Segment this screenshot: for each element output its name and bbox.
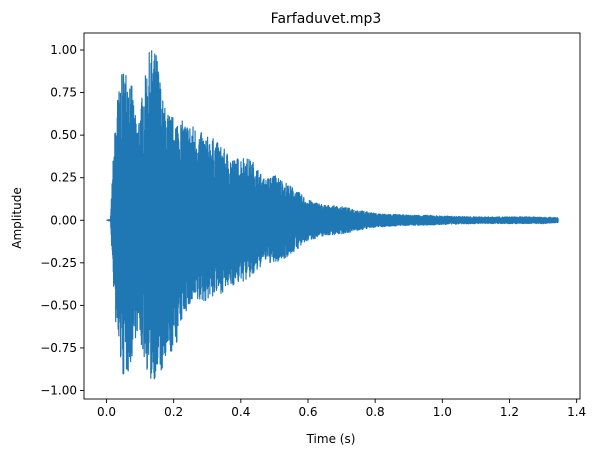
x-tick-label: 1.2: [500, 405, 519, 419]
x-axis-label: Time (s): [306, 432, 356, 446]
waveform-line: [106, 50, 559, 380]
y-axis-label: Amplitude: [10, 187, 24, 249]
x-tick-label: 0.2: [164, 405, 183, 419]
y-tick-label: −0.25: [40, 256, 77, 270]
y-tick-label: 0.75: [50, 86, 77, 100]
x-tick-label: 0.6: [298, 405, 317, 419]
x-tick-label: 0.8: [366, 405, 385, 419]
y-tick-label: 0.25: [50, 171, 77, 185]
chart-title: Farfaduvet.mp3: [271, 11, 382, 27]
axes: 0.0 0.2 0.4 0.6 0.8 1.0 1.2 1.4 −1.00 −0.75 −0.50 −…: [40, 32, 586, 419]
axes-frame: [83, 32, 581, 400]
series-layer: [106, 50, 559, 380]
y-tick-label: 1.00: [50, 43, 77, 57]
x-tick-label: 0.0: [97, 405, 116, 419]
y-tick-label: 0.50: [50, 128, 77, 142]
x-tick-label: 1.4: [567, 405, 586, 419]
y-tick-label: −0.50: [40, 298, 77, 312]
x-tick-label: 1.0: [433, 405, 452, 419]
y-tick-label: −1.00: [40, 383, 77, 397]
x-tick-label: 0.4: [231, 405, 250, 419]
y-tick-label: −0.75: [40, 341, 77, 355]
y-tick-label: 0.00: [50, 213, 77, 227]
